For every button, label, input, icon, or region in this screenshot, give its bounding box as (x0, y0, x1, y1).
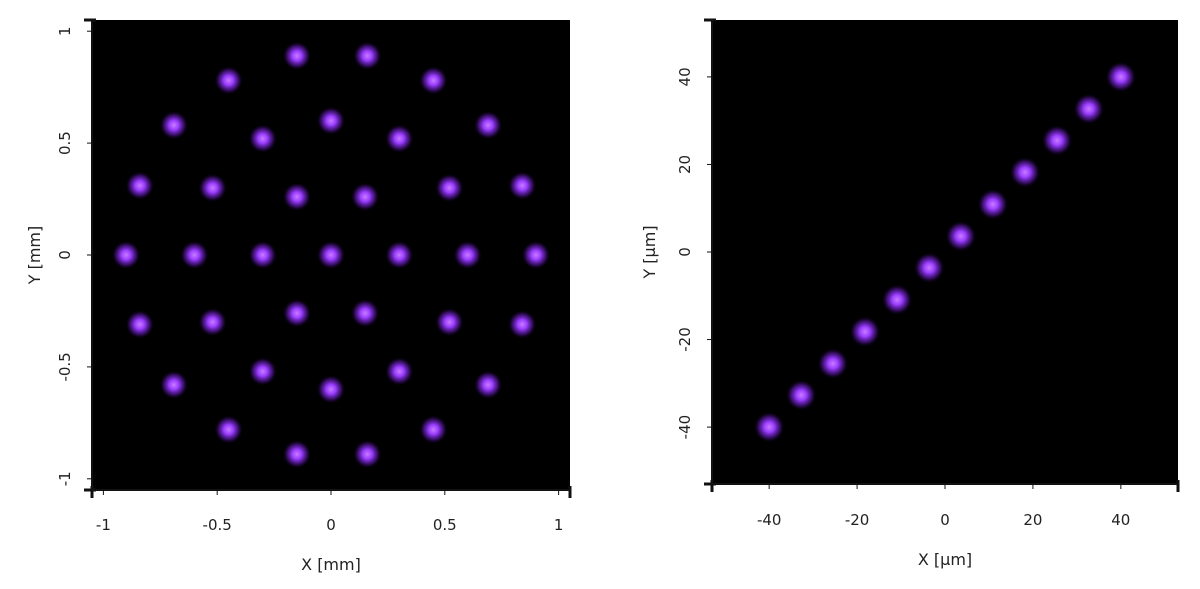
left-x-tick-label-3: 0.5 (433, 516, 457, 534)
left-spots (112, 41, 550, 469)
right-spot-1 (786, 380, 817, 411)
right-spot-2 (817, 348, 848, 379)
left-spot-11 (198, 173, 227, 202)
left-spot-1 (353, 41, 382, 70)
left-spot-10 (508, 171, 537, 200)
right-spot-4 (882, 284, 913, 315)
right-spot-8 (1010, 157, 1040, 188)
left-y-tick-label-1: -0.5 (56, 352, 74, 381)
right-y-tick-label-3: 20 (676, 155, 694, 174)
left-spot-32 (474, 370, 503, 399)
right-spots (754, 61, 1136, 443)
right-spot-7 (977, 189, 1008, 220)
left-spot-2 (214, 66, 243, 95)
left-y-ticks: -1 -0.5 0 0.5 1 (56, 26, 92, 486)
left-spot-26 (282, 299, 311, 328)
right-x-tick-label-4: 40 (1111, 511, 1130, 529)
left-spot-24 (198, 308, 227, 337)
left-spot-29 (317, 375, 345, 404)
right-spot-3 (850, 316, 880, 347)
right-y-tick-label-2: 0 (676, 247, 694, 257)
left-spot-14 (351, 182, 380, 211)
left-spot-31 (159, 370, 188, 399)
left-spot-13 (282, 182, 311, 211)
left-spot-35 (282, 440, 311, 469)
left-spot-16 (180, 241, 209, 269)
right-spot-0 (754, 412, 785, 443)
left-y-tick-label-4: 1 (56, 26, 74, 36)
left-spot-4 (159, 111, 188, 140)
left-spot-9 (125, 171, 154, 200)
right-spot-10 (1073, 93, 1104, 124)
right-y-tick-label-0: -40 (676, 415, 694, 440)
left-spot-6 (248, 124, 277, 153)
left-spot-18 (317, 241, 345, 269)
right-x-tick-label-2: 0 (940, 511, 950, 529)
left-x-tick-label-1: -0.5 (203, 516, 232, 534)
left-spot-30 (385, 357, 414, 386)
right-y-axis-label: Y [µm] (640, 225, 659, 279)
left-y-tick-label-3: 0.5 (56, 131, 74, 155)
right-spot-9 (1042, 125, 1073, 156)
left-x-tick-label-0: -1 (96, 516, 111, 534)
right-x-ticks: -40 -20 0 20 40 (757, 484, 1130, 529)
right-spot-5 (914, 252, 945, 283)
left-spot-23 (508, 310, 537, 339)
left-spot-0 (282, 41, 311, 70)
left-spot-20 (453, 241, 482, 269)
left-spot-36 (353, 440, 382, 469)
left-y-tick-label-2: 0 (56, 250, 74, 260)
right-x-axis-label: X [µm] (918, 550, 972, 569)
right-x-tick-label-3: 20 (1023, 511, 1042, 529)
left-spot-7 (317, 106, 345, 135)
left-x-tick-label-2: 0 (326, 516, 336, 534)
right-spot-11 (1105, 61, 1136, 92)
left-spot-34 (419, 415, 448, 444)
right-plot-area (712, 20, 1178, 484)
right-chart: -40 -20 0 20 40 -40 -20 0 20 40 X [µm] Y [µm] (640, 18, 1180, 569)
left-spot-21 (521, 241, 550, 269)
right-y-ticks: -40 -20 0 20 40 (676, 67, 712, 439)
right-x-tick-label-1: -20 (845, 511, 870, 529)
left-spot-28 (248, 357, 277, 386)
left-x-axis-label: X [mm] (301, 555, 361, 574)
left-spot-5 (474, 111, 503, 140)
left-spot-22 (125, 310, 154, 339)
left-spot-25 (435, 308, 464, 337)
left-y-axis-label: Y [mm] (25, 226, 44, 286)
left-chart: -1 -0.5 0 0.5 1 -1 -0.5 0 0.5 1 X [mm] Y [mm] (25, 18, 572, 574)
left-spot-3 (419, 66, 448, 95)
right-spot-6 (945, 221, 976, 252)
right-x-tick-label-0: -40 (757, 511, 782, 529)
left-spot-27 (351, 299, 380, 328)
left-spot-17 (248, 241, 277, 269)
left-spot-8 (385, 124, 414, 153)
left-y-tick-label-0: -1 (56, 471, 74, 486)
left-x-ticks: -1 -0.5 0 0.5 1 (96, 490, 563, 534)
left-spot-19 (385, 241, 414, 269)
left-spot-12 (435, 173, 464, 202)
left-spot-15 (112, 241, 141, 269)
right-y-tick-label-4: 40 (676, 67, 694, 86)
left-spot-33 (214, 415, 243, 444)
right-y-tick-label-1: -20 (676, 327, 694, 352)
left-x-tick-label-4: 1 (554, 516, 564, 534)
